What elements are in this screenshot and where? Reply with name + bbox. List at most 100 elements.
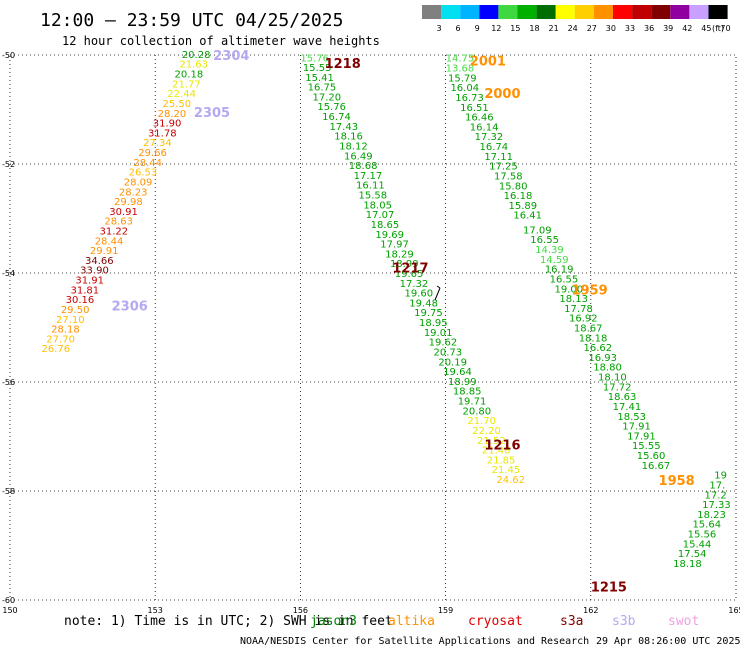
wave-height-value: 16.74: [479, 142, 508, 153]
wave-height-value: 17.11: [484, 152, 513, 163]
wave-height-value: 16.67: [642, 461, 671, 472]
wave-height-value: 17.2: [705, 490, 727, 501]
legend-swatch: [479, 5, 499, 19]
wave-height-value: 18.16: [334, 132, 363, 143]
wave-height-value: 27.34: [143, 138, 172, 149]
wave-height-value: 19.75: [414, 308, 443, 319]
legend-swatch: [651, 5, 671, 19]
wave-height-value: 18.99: [390, 259, 419, 270]
wave-height-value: 33.90: [80, 266, 109, 277]
legend-label: 45: [701, 24, 711, 33]
wave-height-value: 14.39: [535, 245, 564, 256]
wave-height-value: 15.76: [300, 54, 329, 65]
legend-label: 12: [491, 24, 501, 33]
wave-height-value: 16.19: [545, 265, 574, 276]
wave-height-value: 15.60: [637, 451, 666, 462]
wave-height-value: 19.01: [424, 328, 453, 339]
wave-height-value: 13.68: [446, 64, 475, 75]
wave-height-value: 18.13: [559, 294, 588, 305]
wave-height-value: 26.76: [41, 344, 70, 355]
wave-height-value: 31.90: [153, 119, 182, 130]
wave-height-value: 16.55: [550, 274, 579, 285]
axis-ticks: 150 153 156 159 162 165 -50 -52 -54 -56 -58 -60: [2, 51, 740, 615]
wave-height-value: 30.16: [66, 295, 95, 306]
lat-lon-grid: [10, 55, 736, 600]
wave-height-value: 17.17: [354, 171, 383, 182]
wave-height-value: 21.77: [172, 79, 201, 90]
satellite-label: s3b: [612, 614, 636, 629]
wave-height-value: 28.44: [95, 236, 124, 247]
wave-height-value: 29.50: [61, 305, 90, 316]
wave-height-value: 18.99: [448, 377, 477, 388]
wave-height-value: 16.49: [344, 151, 373, 162]
wave-height-value: 18.10: [598, 373, 627, 384]
wave-height-value: 30.91: [109, 207, 138, 218]
lat-tick-label: -52: [2, 160, 15, 169]
wave-height-value: 18.95: [419, 318, 448, 329]
lon-tick-label: 156: [293, 606, 308, 615]
wave-height-value: 15.55: [632, 441, 661, 452]
wave-height-value: 16.92: [569, 314, 598, 325]
lon-tick-label: 165: [728, 606, 740, 615]
pass-time-label: 2306: [112, 300, 148, 315]
legend-label: 15: [510, 24, 520, 33]
wave-height-value: 16.18: [504, 191, 533, 202]
legend-swatch: [593, 5, 613, 19]
wave-height-value: 17.91: [627, 431, 656, 442]
wave-height-value: 28.23: [119, 187, 148, 198]
wave-height-value: 18.67: [574, 324, 603, 335]
wave-height-value: 31.78: [148, 128, 177, 139]
pass-time-label: 1217: [392, 262, 428, 277]
wave-height-value: 26.53: [129, 168, 158, 179]
pass-time-label: 2001: [470, 54, 506, 69]
wave-height-value: 28.09: [124, 177, 153, 188]
wave-height-value: 18.63: [608, 392, 637, 403]
track-jason3: 15.7615.5515.4116.7517.2015.7616.7417.43…: [300, 54, 525, 486]
track-saral: 14.7513.6815.7916.0416.7316.5116.4616.14…: [446, 54, 671, 472]
wave-height-value: 20.73: [434, 347, 463, 358]
footer-timestamp: 29 Apr 08:26:00 UTC 2025: [596, 636, 740, 647]
legend-label: 21: [549, 24, 559, 33]
wave-height-value: 18.29: [385, 249, 414, 260]
wave-height-value: 21.48: [482, 446, 511, 457]
wave-height-value: 17.41: [613, 402, 642, 413]
wave-height-value: 14.59: [540, 255, 569, 266]
satellite-label: cryosat: [468, 614, 523, 629]
satellite-label: s3a: [560, 614, 583, 629]
wave-height-value: 19.60: [404, 289, 433, 300]
legend-label: 70: [720, 24, 730, 33]
wave-height-value: 31.22: [100, 226, 129, 237]
wave-height-value: 15.55: [303, 63, 332, 74]
pass-time-label: 1215: [591, 580, 627, 595]
legend-swatch: [517, 5, 537, 19]
wave-height-value: 15.64: [692, 520, 721, 531]
wave-height-value: 15.58: [358, 191, 387, 202]
pass-time-label: 1216: [484, 439, 520, 454]
wave-height-value: 21.45: [492, 465, 521, 476]
satellite-label: swot: [668, 614, 699, 629]
legend-swatch: [689, 5, 709, 19]
wave-height-value: 17.09: [523, 225, 552, 236]
legend-swatch: [498, 5, 518, 19]
wave-height-value: 19.71: [458, 397, 487, 408]
wave-height-value: 15.79: [448, 73, 477, 84]
wave-height-value: 18.18: [579, 333, 608, 344]
wave-height-value: 17.91: [622, 422, 651, 433]
legend-swatch: [441, 5, 461, 19]
wave-height-value: 20.80: [463, 406, 492, 417]
wave-height-value: 18.12: [339, 141, 368, 152]
wave-height-value: 17.58: [494, 171, 523, 182]
track-e-track: 1917.17.217.3318.2315.6415.5615.4417.541…: [673, 471, 731, 570]
wave-height-value: 17.43: [329, 122, 358, 133]
legend-label: 24: [568, 24, 578, 33]
lat-tick-label: -58: [2, 487, 15, 496]
pass-time-label: 2304: [213, 49, 249, 64]
legend-swatch: [422, 5, 442, 19]
wave-height-value: 21.63: [179, 60, 208, 71]
legend-swatch: [670, 5, 690, 19]
legend-label: 39: [663, 24, 673, 33]
plot-frame: [9, 54, 737, 601]
legend-swatch: [708, 5, 728, 19]
wave-height-value: 18.85: [453, 387, 482, 398]
wave-height-value: 17.72: [603, 382, 632, 393]
